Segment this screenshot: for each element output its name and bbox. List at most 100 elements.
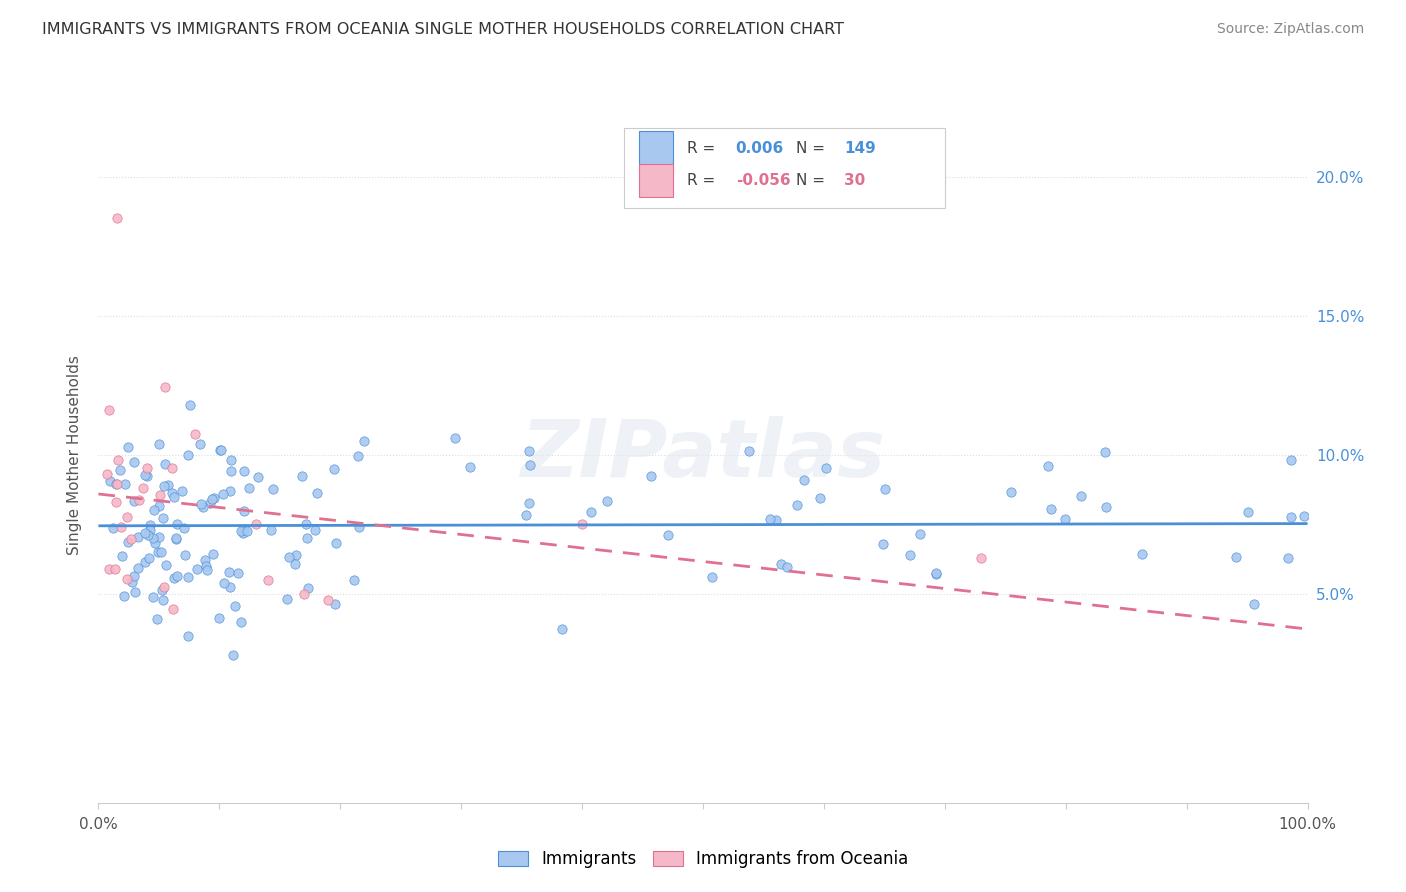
Point (121, 575, 143, 590)
Point (769, 558, 792, 572)
Point (153, 379, 176, 393)
Point (149, 488, 172, 502)
Point (908, 527, 931, 541)
Point (201, 492, 224, 507)
Point (1036, 458, 1059, 473)
Point (97, 403, 120, 417)
Legend: Immigrants, Immigrants from Oceania: Immigrants, Immigrants from Oceania (491, 844, 915, 875)
Point (925, 566, 948, 581)
Point (209, 442, 232, 457)
Point (146, 612, 169, 626)
Point (108, 463, 131, 477)
Point (700, 570, 723, 584)
Point (304, 523, 326, 537)
Point (191, 500, 214, 514)
Point (793, 473, 815, 487)
Text: R =: R = (688, 141, 720, 155)
Point (1000, 485, 1022, 500)
Point (1279, 509, 1302, 524)
Point (208, 443, 231, 458)
Point (152, 593, 174, 607)
Point (1053, 512, 1076, 526)
Point (132, 481, 155, 495)
Point (738, 443, 761, 458)
Point (150, 583, 173, 598)
Point (256, 573, 278, 587)
Point (142, 531, 165, 545)
Point (115, 509, 138, 524)
Point (970, 550, 993, 565)
Point (103, 521, 125, 535)
Point (156, 478, 179, 492)
Point (872, 537, 894, 551)
Point (96, 467, 118, 482)
Point (208, 611, 231, 625)
Point (898, 548, 921, 562)
Point (291, 468, 314, 483)
Point (571, 517, 593, 532)
Point (163, 571, 186, 585)
Text: N =: N = (796, 141, 830, 155)
Point (815, 461, 838, 475)
Point (112, 589, 135, 603)
Point (117, 440, 139, 454)
Point (276, 592, 298, 607)
Point (177, 629, 200, 643)
Text: ZIPatlas: ZIPatlas (520, 416, 886, 494)
Point (343, 573, 366, 587)
Point (307, 486, 329, 500)
Point (297, 581, 319, 595)
Point (98, 561, 121, 575)
Text: 149: 149 (845, 141, 876, 155)
Point (517, 496, 540, 510)
Point (1243, 598, 1265, 612)
Point (1292, 508, 1315, 523)
Point (173, 521, 195, 535)
Point (127, 561, 149, 575)
Point (1237, 505, 1260, 519)
Point (323, 597, 346, 611)
Point (219, 580, 242, 594)
Point (221, 464, 243, 478)
Point (285, 548, 308, 562)
Point (122, 569, 145, 583)
Point (260, 523, 283, 537)
Point (110, 519, 132, 533)
Point (138, 517, 160, 532)
Point (153, 479, 176, 493)
Point (136, 528, 159, 542)
FancyBboxPatch shape (624, 128, 945, 208)
Point (143, 503, 166, 517)
Point (277, 549, 299, 564)
Point (166, 516, 188, 531)
Point (124, 585, 146, 599)
Text: 0.006: 0.006 (735, 141, 785, 155)
Point (105, 477, 128, 491)
Point (229, 524, 252, 538)
Point (104, 562, 127, 576)
Point (202, 491, 225, 505)
Point (134, 525, 156, 540)
Point (98, 474, 121, 488)
Point (519, 458, 541, 472)
Point (111, 549, 134, 563)
Point (247, 470, 270, 484)
Point (517, 443, 540, 458)
Point (233, 504, 256, 518)
Point (160, 461, 183, 475)
Point (115, 572, 138, 586)
Point (179, 398, 201, 412)
Point (1095, 500, 1118, 515)
Point (776, 559, 799, 574)
Point (138, 550, 160, 565)
Point (924, 566, 946, 581)
Point (218, 565, 240, 579)
Point (238, 481, 260, 495)
Bar (638, 164, 673, 197)
Point (224, 599, 246, 614)
Point (162, 490, 184, 504)
Point (233, 522, 256, 536)
Point (212, 487, 235, 501)
Point (218, 483, 240, 498)
Point (229, 615, 252, 629)
